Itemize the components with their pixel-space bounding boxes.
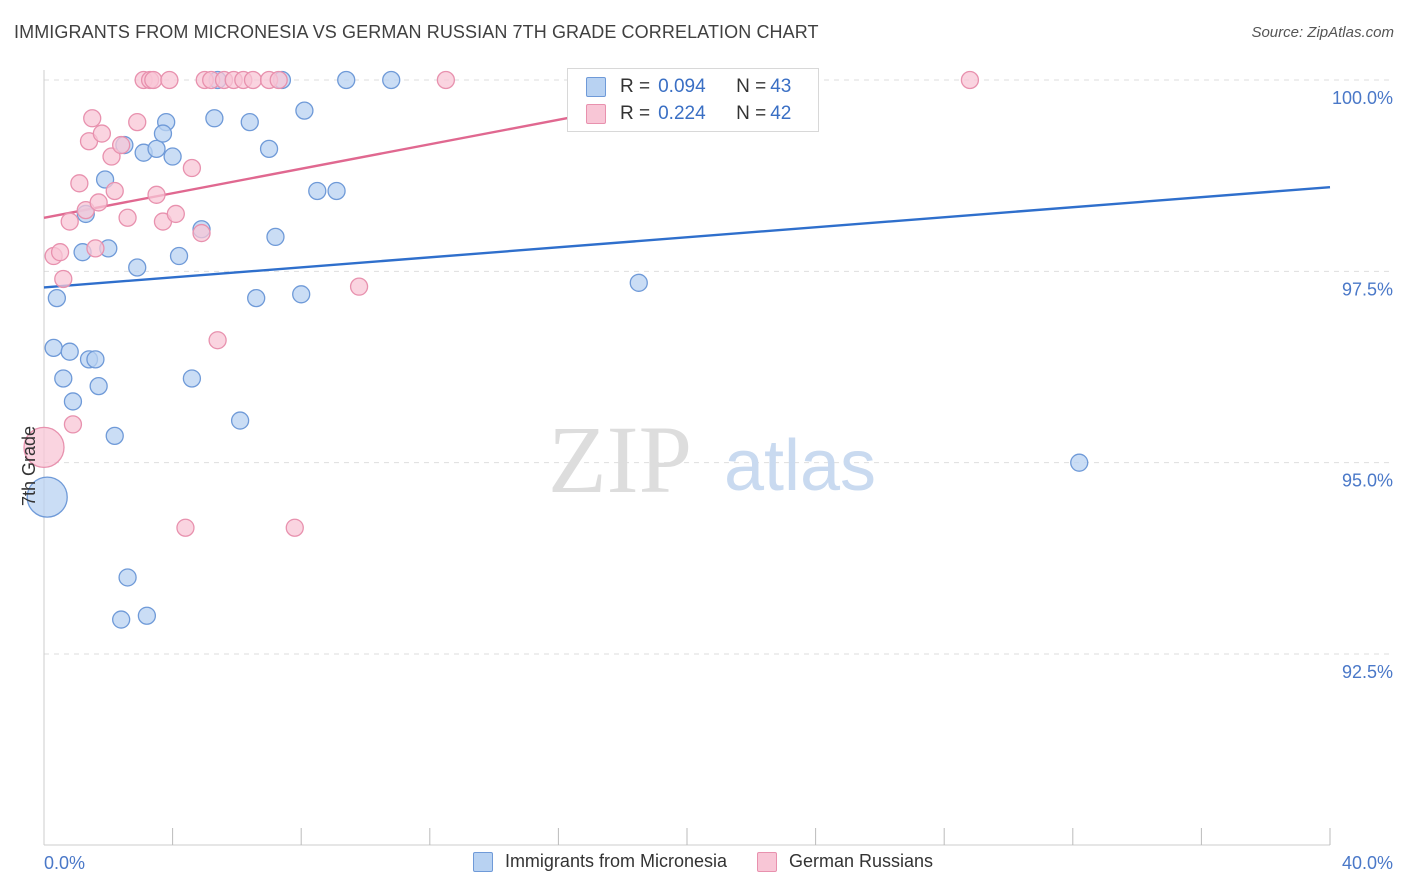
data-point-german-russians <box>118 208 137 227</box>
data-point-micronesia <box>86 350 105 369</box>
data-point-micronesia <box>182 369 202 388</box>
data-point-german-russians <box>243 70 263 90</box>
data-point-micronesia <box>337 70 356 90</box>
legend-item-german-russians[interactable]: German Russians <box>756 851 934 872</box>
data-point-micronesia <box>89 376 108 396</box>
n-label: N = <box>736 76 767 97</box>
y-tick-label: 95.0% <box>1342 471 1393 491</box>
legend-swatch-pink <box>586 104 606 124</box>
watermark-zip: ZIP <box>548 406 692 513</box>
data-point-micronesia <box>118 568 137 587</box>
data-point-german-russians <box>182 158 202 178</box>
watermark: ZIP atlas <box>548 406 876 513</box>
data-point-micronesia <box>112 610 131 629</box>
data-point-micronesia <box>54 369 73 388</box>
data-points <box>23 70 1089 629</box>
data-point-micronesia <box>1070 453 1089 472</box>
data-point-micronesia <box>105 426 124 446</box>
legend-item-micronesia[interactable]: Immigrants from Micronesia <box>472 851 727 872</box>
data-point-micronesia <box>153 124 173 143</box>
n-value: 42 <box>770 103 792 124</box>
data-point-micronesia <box>60 342 79 361</box>
data-point-german-russians <box>83 109 102 128</box>
data-point-micronesia <box>137 606 157 625</box>
data-point-micronesia <box>47 288 67 308</box>
data-point-micronesia <box>44 338 63 358</box>
legend-swatch-blue <box>586 77 606 97</box>
data-point-micronesia <box>327 181 346 201</box>
legend-swatch-blue <box>472 851 493 872</box>
r-value: 0.094 <box>658 76 706 97</box>
r-label: R = <box>620 103 651 124</box>
data-point-german-russians <box>166 204 185 224</box>
data-point-micronesia <box>292 285 311 304</box>
data-point-german-russians <box>54 269 73 289</box>
data-point-german-russians <box>192 223 211 243</box>
y-tick-label: 92.5% <box>1342 662 1393 682</box>
data-point-german-russians <box>92 124 112 143</box>
data-point-german-russians <box>86 239 105 258</box>
data-point-german-russians <box>269 70 288 90</box>
data-point-german-russians <box>112 135 131 155</box>
data-point-german-russians <box>160 70 179 90</box>
series-legend: Immigrants from Micronesia German Russia… <box>0 851 1406 872</box>
data-point-german-russians <box>436 70 456 90</box>
data-point-german-russians <box>147 185 166 204</box>
data-point-german-russians <box>60 212 79 231</box>
n-value: 43 <box>770 76 792 97</box>
data-point-german-russians <box>50 243 70 262</box>
r-label: R = <box>620 76 651 97</box>
legend-row-micronesia: R = 0.094 N = 43 <box>586 74 791 100</box>
trend-line-micronesia <box>43 185 1331 289</box>
data-point-micronesia <box>128 258 147 277</box>
data-point-german-russians <box>208 331 227 350</box>
watermark-atlas: atlas <box>724 426 876 506</box>
data-point-german-russians <box>105 181 124 201</box>
data-point-german-russians <box>23 426 65 469</box>
legend-swatch-pink <box>756 851 777 872</box>
data-point-micronesia <box>205 109 224 128</box>
x-tick-label: 40.0% <box>1342 853 1393 873</box>
x-tick-label: 0.0% <box>44 853 85 873</box>
legend-label: German Russians <box>788 851 934 871</box>
data-point-micronesia <box>266 227 285 247</box>
stats-legend: R = 0.094 N = 43 R = 0.224 N = 42 <box>567 68 819 132</box>
data-point-german-russians <box>70 174 89 193</box>
source-label: Source: ZipAtlas.com <box>1251 24 1394 41</box>
n-label: N = <box>736 103 767 124</box>
chart-title: IMMIGRANTS FROM MICRONESIA VS GERMAN RUS… <box>14 22 819 42</box>
data-point-micronesia <box>240 112 259 132</box>
data-point-german-russians <box>89 193 108 212</box>
data-point-micronesia <box>169 246 189 266</box>
data-point-micronesia <box>629 273 648 292</box>
gridlines <box>44 79 1392 655</box>
y-tick-label: 97.5% <box>1342 279 1393 299</box>
data-point-micronesia <box>147 139 166 159</box>
y-tick-label: 100.0% <box>1332 88 1393 108</box>
legend-row-german-russians: R = 0.224 N = 42 <box>586 101 791 127</box>
data-point-german-russians <box>144 70 163 90</box>
data-point-micronesia <box>295 101 314 120</box>
data-point-german-russians <box>349 277 369 296</box>
data-point-micronesia <box>63 392 83 411</box>
data-point-german-russians <box>128 112 147 132</box>
data-point-german-russians <box>960 70 980 90</box>
data-point-micronesia <box>247 288 266 308</box>
legend-label: Immigrants from Micronesia <box>504 851 727 871</box>
y-axis-title: 7th Grade <box>19 426 39 506</box>
r-value: 0.224 <box>658 103 706 124</box>
data-point-micronesia <box>163 147 182 166</box>
data-point-german-russians <box>176 518 195 537</box>
data-point-micronesia <box>308 181 327 201</box>
data-point-german-russians <box>63 415 83 434</box>
data-point-micronesia <box>26 476 68 518</box>
data-point-micronesia <box>382 70 401 90</box>
tick-labels: 100.0% 97.5% 95.0% 92.5% 0.0% 40.0% <box>44 88 1393 873</box>
data-point-german-russians <box>285 518 304 537</box>
data-point-micronesia <box>259 139 279 159</box>
data-point-micronesia <box>230 411 250 430</box>
